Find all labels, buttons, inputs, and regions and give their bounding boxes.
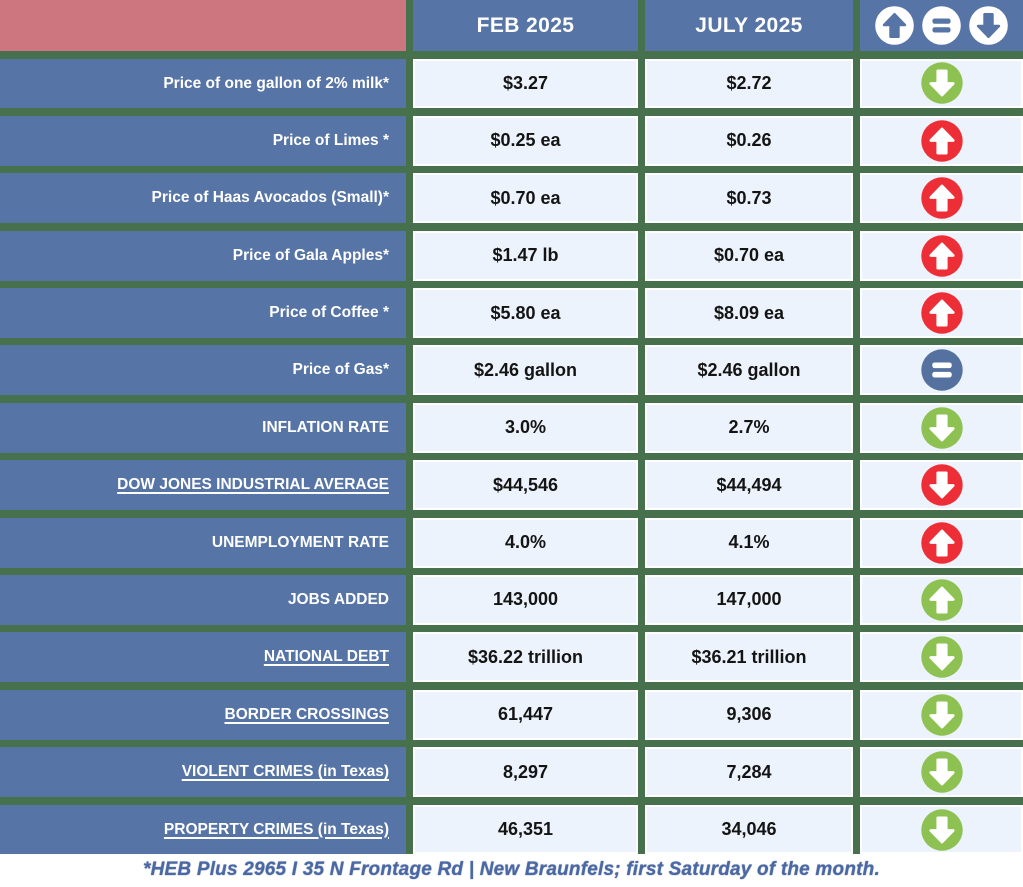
july-value-cell: 34,046	[645, 804, 853, 855]
row-label: Price of Coffee *	[269, 304, 389, 322]
header-spacer-cell	[0, 0, 406, 51]
trend-cell	[860, 517, 1023, 568]
feb-value-cell: 4.0%	[413, 517, 638, 568]
feb-value-cell: 3.0%	[413, 402, 638, 453]
legend-up-arrow-icon	[874, 5, 915, 46]
feb-value-cell: $44,546	[413, 460, 638, 511]
row-label: Price of Limes *	[272, 131, 389, 149]
down-arrow-red-icon	[920, 463, 964, 507]
equal-arrow-blue-icon	[920, 348, 964, 392]
row-label-cell: VIOLENT CRIMES (in Texas)	[0, 747, 406, 798]
row-label: VIOLENT CRIMES (in Texas)	[181, 763, 389, 781]
row-label: Price of Gas*	[292, 361, 390, 379]
up-arrow-red-icon	[920, 119, 964, 163]
footnote-text: *HEB Plus 2965 I 35 N Frontage Rd | New …	[143, 859, 880, 881]
feb-value-cell: 143,000	[413, 575, 638, 625]
down-arrow-green-icon	[920, 61, 964, 105]
july-value-cell: $8.09 ea	[645, 288, 853, 338]
feb-value-cell: $5.80 ea	[413, 288, 638, 338]
up-arrow-red-icon	[920, 234, 964, 278]
trend-cell	[860, 345, 1023, 396]
comparison-table: FEB 2025 JULY 2025 Price of one gallon o…	[0, 0, 1023, 855]
row-label-cell: DOW JONES INDUSTRIAL AVERAGE	[0, 460, 406, 511]
trend-cell	[860, 804, 1023, 855]
trend-cell	[860, 288, 1023, 338]
row-label-cell: JOBS ADDED	[0, 575, 406, 625]
feb-value-cell: 8,297	[413, 747, 638, 798]
legend-down-arrow-icon	[968, 5, 1009, 46]
trend-cell	[860, 575, 1023, 625]
trend-cell	[860, 230, 1023, 281]
feb-value-cell: $3.27	[413, 58, 638, 109]
trend-cell	[860, 632, 1023, 683]
row-label-cell: Price of Gas*	[0, 345, 406, 396]
trend-cell	[860, 173, 1023, 224]
trend-cell	[860, 460, 1023, 511]
feb-value-cell: $0.25 ea	[413, 115, 638, 166]
row-label: BORDER CROSSINGS	[224, 705, 390, 723]
july-value-cell: $0.26	[645, 115, 853, 166]
header-july-2025: JULY 2025	[645, 0, 853, 51]
legend-equal-icon	[921, 5, 962, 46]
row-label-cell: Price of Limes *	[0, 115, 406, 166]
row-label: Price of Gala Apples*	[232, 246, 389, 264]
trend-cell	[860, 402, 1023, 453]
july-value-cell: 147,000	[645, 575, 853, 625]
july-value-cell: 9,306	[645, 689, 853, 740]
down-arrow-green-icon	[920, 406, 964, 450]
july-value-cell: $2.72	[645, 58, 853, 109]
feb-value-cell: 46,351	[413, 804, 638, 855]
row-label: UNEMPLOYMENT RATE	[211, 533, 389, 551]
row-label: JOBS ADDED	[287, 591, 389, 609]
july-value-cell: 4.1%	[645, 517, 853, 568]
july-value-cell: $0.70 ea	[645, 230, 853, 281]
header-trend-legend	[860, 0, 1023, 51]
up-arrow-red-icon	[920, 176, 964, 220]
trend-cell	[860, 58, 1023, 109]
row-label-cell: Price of one gallon of 2% milk*	[0, 58, 406, 109]
row-label: DOW JONES INDUSTRIAL AVERAGE	[117, 476, 389, 494]
up-arrow-green-icon	[920, 578, 964, 622]
row-label-cell: Price of Gala Apples*	[0, 230, 406, 281]
up-arrow-red-icon	[920, 291, 964, 335]
row-label-cell: Price of Haas Avocados (Small)*	[0, 173, 406, 224]
down-arrow-green-icon	[920, 635, 964, 679]
row-label-cell: UNEMPLOYMENT RATE	[0, 517, 406, 568]
down-arrow-green-icon	[920, 808, 964, 852]
feb-value-cell: $36.22 trillion	[413, 632, 638, 683]
row-label: PROPERTY CRIMES (in Texas)	[163, 820, 389, 838]
row-label-cell: PROPERTY CRIMES (in Texas)	[0, 804, 406, 855]
row-label-cell: INFLATION RATE	[0, 402, 406, 453]
july-value-cell: 7,284	[645, 747, 853, 798]
row-label-cell: Price of Coffee *	[0, 288, 406, 338]
feb-value-cell: $2.46 gallon	[413, 345, 638, 396]
down-arrow-green-icon	[920, 693, 964, 737]
trend-cell	[860, 115, 1023, 166]
trend-cell	[860, 747, 1023, 798]
trend-cell	[860, 689, 1023, 740]
row-label: Price of Haas Avocados (Small)*	[151, 189, 389, 207]
feb-value-cell: 61,447	[413, 689, 638, 740]
july-value-cell: $36.21 trillion	[645, 632, 853, 683]
header-feb-2025: FEB 2025	[413, 0, 638, 51]
july-value-cell: $0.73	[645, 173, 853, 224]
row-label: INFLATION RATE	[262, 418, 389, 436]
down-arrow-green-icon	[920, 750, 964, 794]
feb-value-cell: $1.47 lb	[413, 230, 638, 281]
footnote: *HEB Plus 2965 I 35 N Frontage Rd | New …	[0, 854, 1023, 886]
july-value-cell: $44,494	[645, 460, 853, 511]
row-label-cell: BORDER CROSSINGS	[0, 689, 406, 740]
row-label: Price of one gallon of 2% milk*	[163, 74, 389, 92]
july-value-cell: 2.7%	[645, 402, 853, 453]
up-arrow-red-icon	[920, 521, 964, 565]
feb-value-cell: $0.70 ea	[413, 173, 638, 224]
row-label-cell: NATIONAL DEBT	[0, 632, 406, 683]
july-value-cell: $2.46 gallon	[645, 345, 853, 396]
row-label: NATIONAL DEBT	[263, 648, 389, 666]
